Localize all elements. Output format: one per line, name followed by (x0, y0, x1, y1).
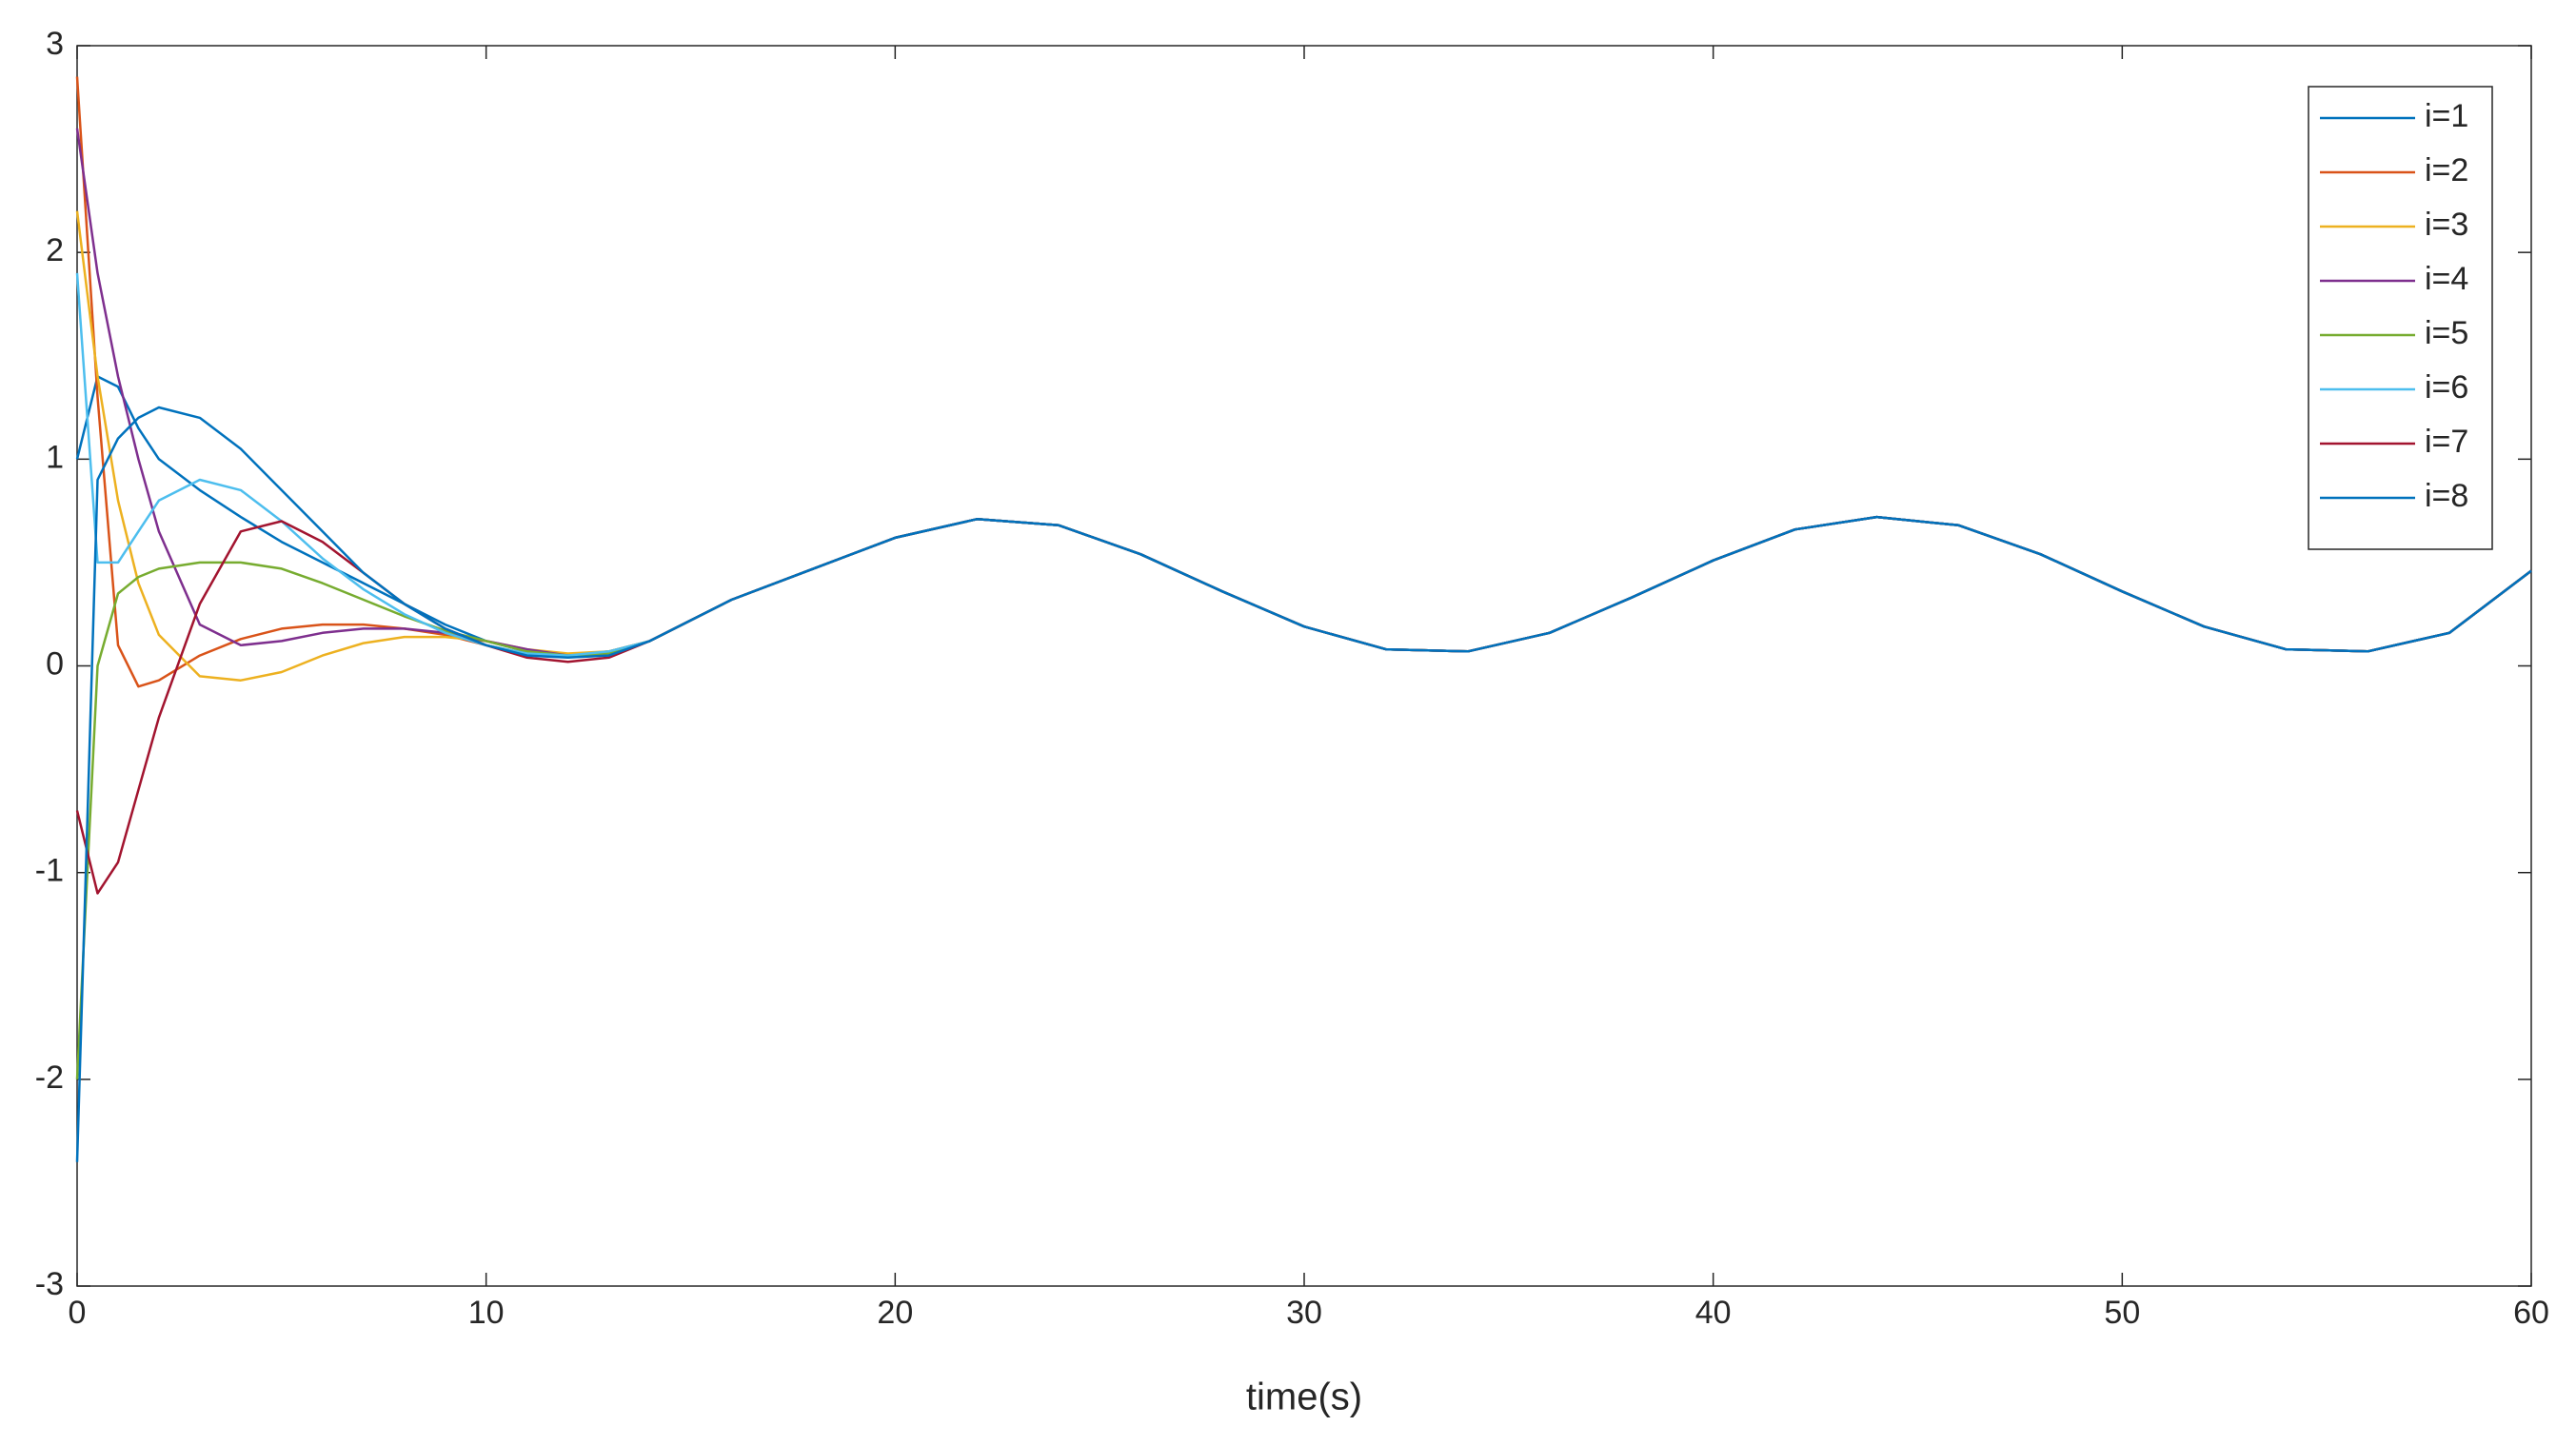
x-tick-label: 10 (468, 1295, 505, 1331)
x-tick-label: 0 (69, 1295, 87, 1331)
y-tick-label: -2 (35, 1060, 64, 1096)
plot-area (76, 45, 2532, 1287)
y-tick-label: 1 (46, 439, 64, 475)
x-tick-label: 30 (1286, 1295, 1322, 1331)
legend-label: i=4 (2425, 261, 2468, 297)
legend-label: i=2 (2425, 152, 2468, 188)
legend-label: i=7 (2425, 424, 2468, 460)
series-line (75, 406, 2532, 1162)
legend-label: i=8 (2425, 478, 2468, 514)
legend-box (2308, 86, 2493, 550)
legend-label: i=6 (2425, 369, 2468, 406)
legend-label: i=5 (2425, 315, 2468, 351)
x-tick-label: 20 (877, 1295, 913, 1331)
x-tick-label: 40 (1695, 1295, 1732, 1331)
legend-label: i=1 (2425, 98, 2468, 134)
legend-label: i=3 (2425, 207, 2468, 243)
x-tick-label: 60 (2513, 1295, 2549, 1331)
y-tick-label: 0 (46, 645, 64, 682)
x-axis-label: time(s) (1246, 1377, 1362, 1418)
y-tick-label: 3 (46, 26, 64, 62)
y-tick-label: 2 (46, 232, 64, 268)
y-tick-label: -1 (35, 853, 64, 889)
x-tick-label: 50 (2104, 1295, 2140, 1331)
y-tick-label: -3 (35, 1266, 64, 1302)
